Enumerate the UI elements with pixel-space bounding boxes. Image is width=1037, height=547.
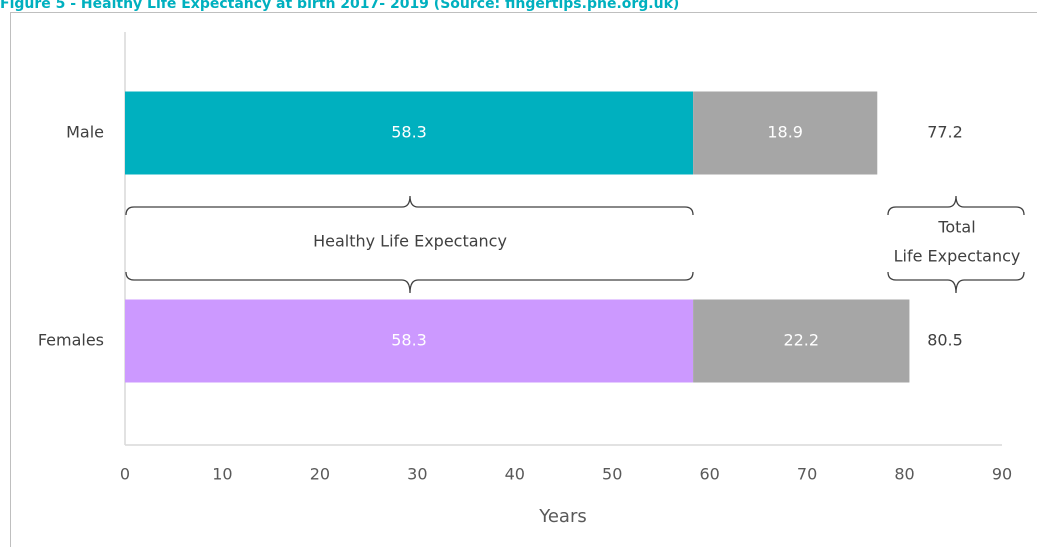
bar-segment xyxy=(125,299,694,383)
annotation: Life Expectancy xyxy=(894,247,1021,266)
value-label: 58.3 xyxy=(391,123,427,142)
bar-segment xyxy=(125,91,694,175)
brace xyxy=(125,195,694,216)
annotation: Total xyxy=(937,218,975,237)
x-tick-label: 10 xyxy=(212,465,232,484)
frame xyxy=(10,12,1037,547)
total-label: 77.2 xyxy=(927,123,963,142)
bar-segment xyxy=(693,299,910,383)
x-tick-label: 70 xyxy=(797,465,817,484)
x-tick-label: 80 xyxy=(894,465,914,484)
annotation: Healthy Life Expectancy xyxy=(313,232,507,251)
brace xyxy=(125,271,694,294)
x-tick-label: 20 xyxy=(310,465,330,484)
y-tick-label: Male xyxy=(66,123,104,142)
x-axis-title: Years xyxy=(538,506,587,527)
x-tick-label: 60 xyxy=(699,465,719,484)
bar-segment xyxy=(693,91,878,175)
chart-title: Figure 5 - Healthy Life Expectancy at bi… xyxy=(0,0,679,12)
x-tick-label: 50 xyxy=(602,465,622,484)
value-label: 58.3 xyxy=(391,331,427,350)
brace xyxy=(887,195,1025,216)
total-label: 80.5 xyxy=(927,331,963,350)
y-tick-label: Females xyxy=(38,331,104,350)
value-label: 22.2 xyxy=(783,331,819,350)
x-tick-label: 30 xyxy=(407,465,427,484)
value-label: 18.9 xyxy=(767,123,803,142)
x-tick-label: 40 xyxy=(505,465,525,484)
x-tick-label: 0 xyxy=(120,465,130,484)
brace xyxy=(887,271,1025,294)
x-tick-label: 90 xyxy=(992,465,1012,484)
